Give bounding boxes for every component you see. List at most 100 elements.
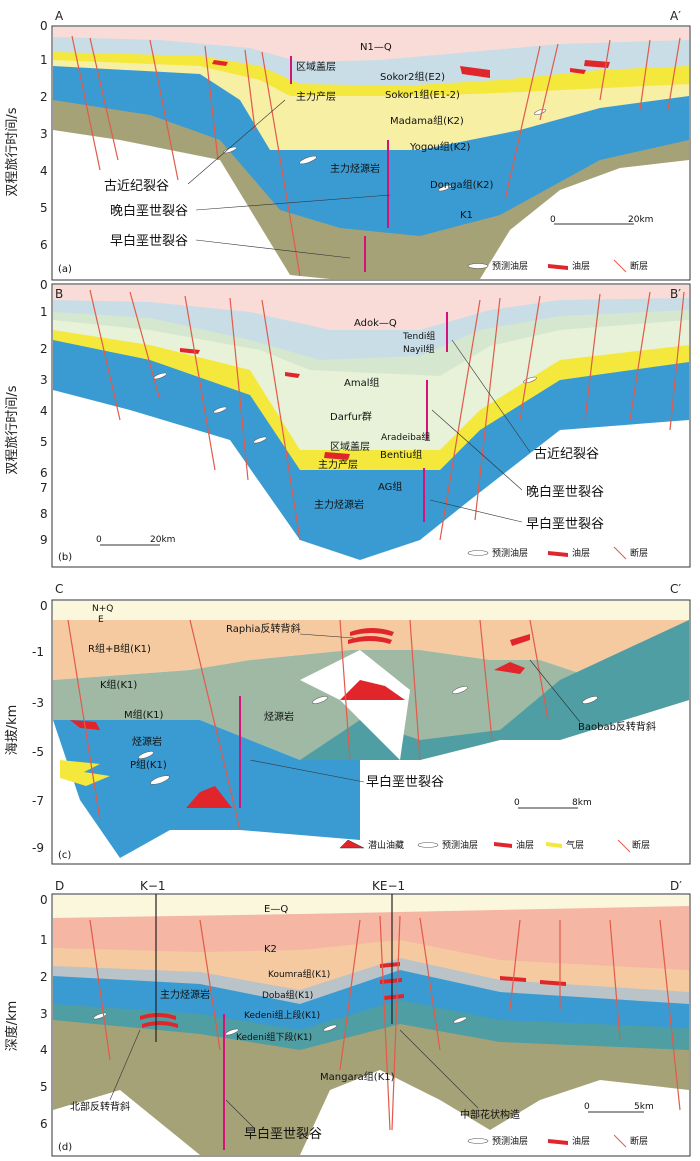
panel-d-rift3: 早白垩世裂谷	[244, 1126, 322, 1142]
panel-c-basement	[300, 650, 410, 760]
panel-b-legend-lens	[467, 550, 489, 556]
panel-d-well-label-k1: K−1	[140, 879, 166, 893]
panel-c-legend-5: 断层	[632, 839, 650, 851]
panel-d-ytitle: 深度/km	[4, 1001, 20, 1052]
panel-b-legend-oil	[548, 551, 568, 557]
panel-c-predicted-lenses	[138, 686, 598, 785]
panel-c-legend-fault	[617, 839, 631, 853]
panel-b-ytick-4: 4	[40, 404, 48, 418]
panel-c-leader-3	[249, 759, 365, 783]
panel-b-fault-10	[629, 291, 651, 421]
panel-b-nayil: Nayil组	[403, 343, 435, 355]
panel-a-legend-oil	[548, 264, 568, 270]
panel-d-oil-1	[140, 1013, 176, 1020]
panel-d-scale-dist: 5km	[634, 1102, 654, 1112]
panel-c-faults	[67, 619, 549, 831]
panel-d-yticks: 0 1 2 3 4 5 6	[40, 893, 48, 1131]
panel-d-fault-1	[89, 919, 111, 1061]
panel-d-faults	[89, 915, 681, 1131]
panel-b-legend: 预测油层 油层 断层	[467, 546, 648, 560]
panel-a-fault-2	[89, 37, 119, 161]
panel-b-legend-3: 断层	[630, 547, 648, 559]
panel-d: D D′ (d) K−1 KE−1 E—Q K2 Koumra组(K1) Dob…	[51, 879, 691, 1157]
panel-c-p: P组(K1)	[130, 758, 167, 771]
panel-b-fault-2	[129, 291, 161, 401]
panel-a-fault-11	[667, 37, 681, 111]
panel-a-rift1: 古近纪裂谷	[104, 179, 169, 194]
panel-a-ytick-3: 3	[40, 127, 48, 141]
panel-b-lens-2	[253, 436, 267, 444]
panel-b-arrows	[423, 312, 448, 522]
panel-d-legend-fault	[613, 1134, 627, 1148]
panel-b-reservoir: 主力产层	[318, 458, 358, 471]
panel-a-end-label: A′	[670, 9, 681, 23]
panel-a-sokor2: Sokor2组(E2)	[380, 70, 445, 83]
panel-a-fault-6	[261, 51, 301, 277]
panel-c-e: E	[98, 615, 104, 625]
panel-d-fault-10	[659, 919, 681, 1111]
panel-b-leaders	[429, 339, 531, 523]
panel-a-ytick-4: 4	[40, 164, 48, 178]
panel-c-nq: N+Q	[92, 604, 113, 614]
panel-b-lens-3	[213, 406, 227, 414]
panel-b-leader-3	[429, 499, 523, 523]
panel-c-lens-2	[150, 775, 170, 785]
panel-a-oil-4	[570, 68, 586, 74]
panel-a-rift2: 晚白垩世裂谷	[110, 203, 188, 219]
panel-d-start-label: D	[55, 879, 64, 893]
panel-d-leader-2	[399, 1029, 479, 1109]
panel-c-gas-1	[60, 760, 110, 786]
panel-a-sokor1: Sokor1组(E1-2)	[385, 88, 460, 101]
panel-a-ytick-6: 6	[40, 238, 48, 252]
panel-a-ytick-2: 2	[40, 90, 48, 104]
panel-c-fault-2	[189, 619, 241, 831]
panel-d-fault-2	[199, 919, 221, 1051]
panel-a-arrows	[290, 56, 389, 272]
panel-a-nq: N1—Q	[360, 42, 392, 53]
panel-a-leader-2	[195, 194, 391, 211]
panel-b-fault-11	[669, 291, 685, 431]
panel-b-scale-dist: 20km	[150, 535, 175, 545]
panel-a-yogou: Yogou组(K2)	[409, 140, 471, 153]
panel-d-tag: (d)	[58, 1142, 72, 1153]
panel-c: C C′ (c) N+Q E R组+B组(K1) K组(K1) M组(K1) 烃…	[51, 582, 691, 865]
panel-a-legend-lens	[467, 263, 489, 269]
panel-d-oil-5	[384, 994, 404, 1000]
panel-a-yticks: 0 1 2 3 4 5 6	[40, 19, 48, 252]
panel-d-oil-2	[142, 1021, 178, 1028]
panel-b-fault-5	[261, 299, 301, 541]
panel-b-fault-7	[474, 297, 501, 521]
panel-d-end-label: D′	[670, 879, 682, 893]
panel-a-start-label: A	[55, 9, 64, 23]
panel-d-lens-2	[225, 1028, 239, 1036]
panel-a-lens-2	[438, 184, 452, 192]
panel-b-ytick-2: 2	[40, 342, 48, 356]
panel-d-mangara: Mangara组(K1)	[320, 1070, 395, 1083]
panel-c-scale-dist: 8km	[572, 798, 592, 808]
panel-d-leader-3	[225, 1099, 255, 1129]
panel-c-oil-2	[350, 628, 394, 636]
panel-a-leaders	[187, 99, 391, 259]
panel-d-doba: Doba组(K1)	[262, 989, 313, 1001]
panel-c-leader-1	[299, 633, 355, 639]
panel-d-wells	[155, 894, 393, 1042]
panel-d-fault-5	[391, 915, 401, 1131]
panel-c-gas-layers	[60, 760, 110, 786]
panel-b-legend-1: 预测油层	[492, 547, 528, 559]
panel-c-teal	[300, 620, 689, 760]
panel-c-buried-hill-2	[186, 786, 232, 808]
panel-d-basement	[53, 1070, 689, 1155]
panel-a-scale-dist: 20km	[628, 215, 653, 225]
panel-d-legend: 预测油层 油层 断层	[467, 1134, 648, 1148]
panel-c-ytick-0: 0	[40, 599, 48, 613]
panel-b-amal: Amal组	[344, 376, 380, 389]
panel-b-yticks: 0 1 2 3 4 5 6 7 8 9	[40, 278, 48, 547]
panel-a-madama: Madama组(K2)	[390, 114, 464, 127]
panel-c-fault-1	[67, 619, 101, 821]
panel-a-ytitle: 双程旅行时间/s	[5, 107, 20, 196]
panel-b: B B′ (b) Adok—Q Tendi组 Nayil组 Amal组 Darf…	[51, 283, 691, 568]
panel-c-rift3: 早白垩世裂谷	[366, 774, 444, 790]
panel-b-fault-9	[584, 293, 601, 421]
panel-a-basement-r	[480, 160, 689, 279]
panel-b-ytick-8: 8	[40, 507, 48, 521]
